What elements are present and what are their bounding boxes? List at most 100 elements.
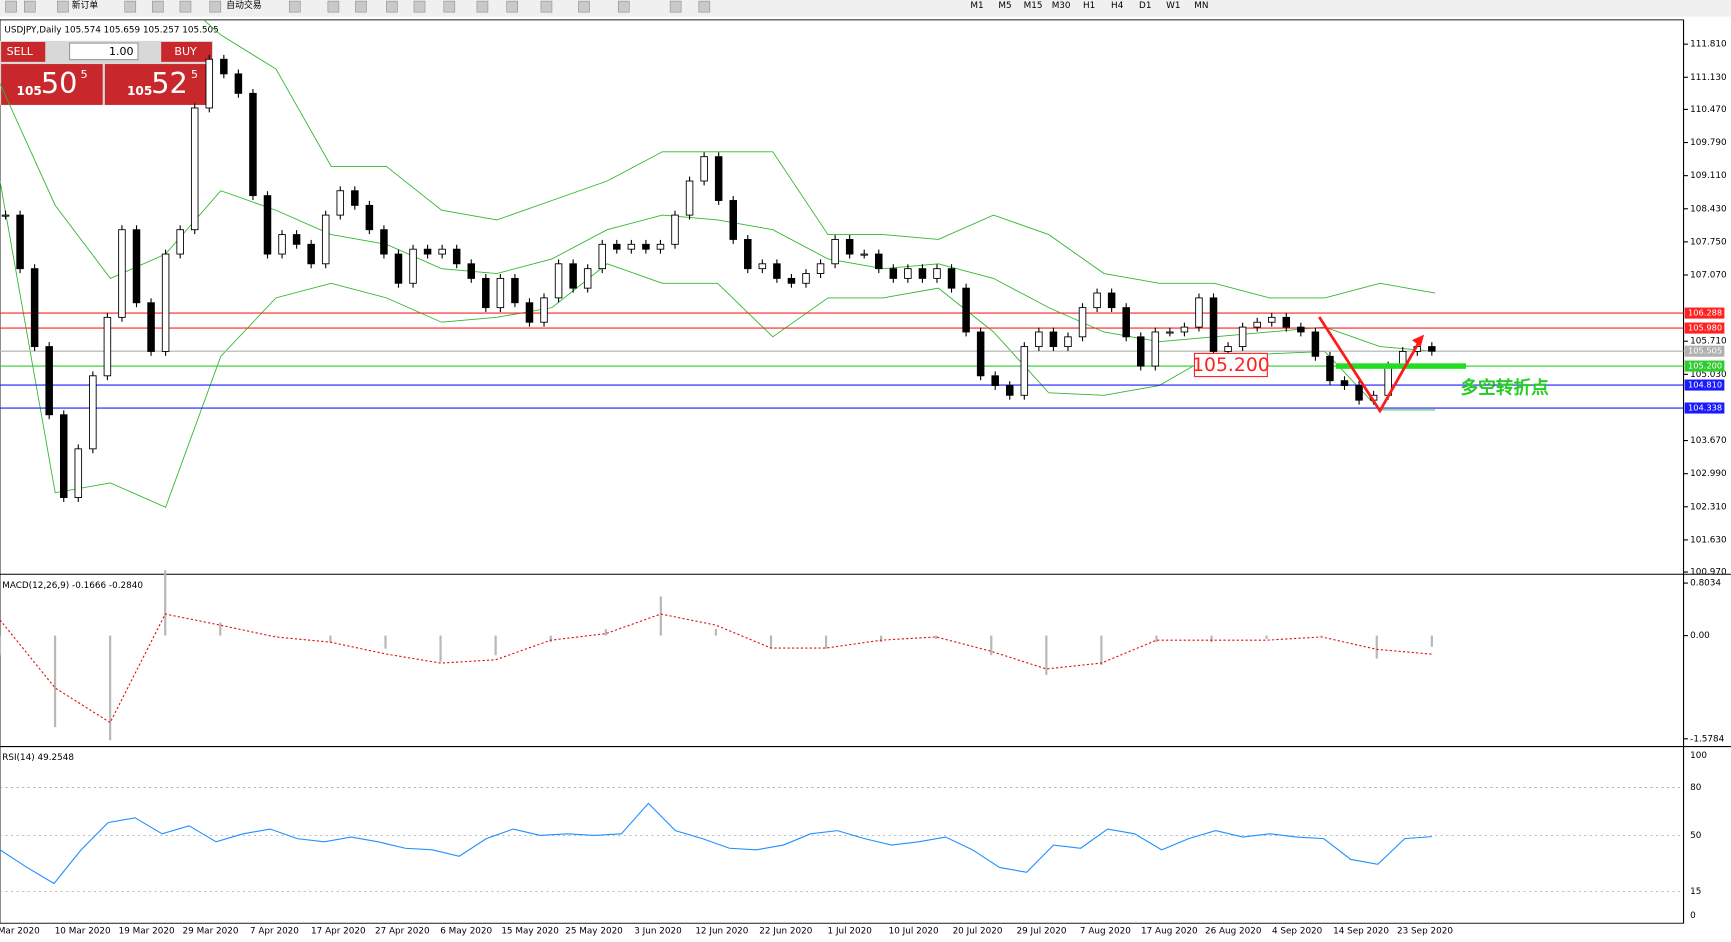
toolbar-icon [179,0,192,13]
timeframe-button[interactable]: W1 [1166,1,1180,11]
timeframe-button[interactable]: H4 [1111,1,1124,11]
timeframe-button[interactable]: M15 [1024,1,1043,11]
candle-body [132,229,141,304]
toolbar-icon [698,0,711,13]
date-label: 29 Jul 2020 [1016,926,1066,936]
candle-body [1107,292,1116,309]
toolbar-icon [578,0,590,13]
price-small: 5 [191,68,198,81]
timeframe-button[interactable]: M30 [1052,1,1071,11]
candle-body [511,277,519,304]
date-label: 12 Jun 2020 [695,926,748,936]
macd-bar [1375,635,1378,659]
toolbar-icon [476,0,489,13]
date-label: 25 May 2020 [565,926,623,936]
macd-bar [714,629,718,636]
candle-body [1253,321,1261,328]
price-tick-label: 109.790 [1690,138,1727,148]
candle-body [438,248,446,255]
candle-body [234,73,243,94]
turning-arrow [1318,316,1422,414]
candle-body [423,248,432,255]
price-small: 5 [81,68,88,81]
timeframe-button[interactable]: D1 [1139,1,1151,11]
candle-body [147,302,155,352]
candle-body [714,156,723,201]
timeframe-button[interactable]: MN [1194,1,1208,11]
candle-body [554,263,563,299]
date-label: 3 Jun 2020 [634,926,682,936]
candle-body [816,263,825,274]
buy-price-box[interactable] [104,64,212,105]
date-label: 6 May 2020 [440,926,492,936]
candle-body [16,214,24,270]
candle-body [831,239,839,265]
macd-bar [769,635,773,649]
macd-bar [659,596,662,636]
candle-body [1428,346,1436,352]
rsi-tick-label: 50 [1690,831,1702,841]
auto-trading[interactable]: 自动交易 [226,0,261,11]
buy-button[interactable] [161,41,212,62]
timeframe-button[interactable]: M5 [998,1,1011,11]
toolbar [0,0,1731,17]
price-tick-label: 103.670 [1690,436,1727,446]
candle-body [773,263,781,279]
candle-body [1,214,10,217]
level-tag [1684,379,1725,391]
price-tick-label: 102.310 [1690,502,1727,512]
sell-button[interactable] [1,41,46,62]
new-order[interactable]: 新订单 [72,0,99,11]
price-tick-label: 107.750 [1690,237,1727,247]
symbol-header: USDJPY,Daily 105.574 105.659 105.257 105… [4,25,218,35]
toolbar-icon [540,0,553,13]
candle-body [103,316,112,377]
timeframe-button[interactable]: H1 [1083,1,1095,11]
candle-body [409,248,417,284]
candle-body [161,253,170,352]
candle-body [889,268,898,279]
candle-body [263,195,272,255]
macd-tick-label: 0.8034 [1690,579,1721,589]
toolbar-icon [617,0,630,13]
date-label: 29 Mar 2020 [183,926,239,936]
candle-body [933,268,941,279]
candle-body [671,214,679,245]
date-label: 7 Aug 2020 [1080,926,1131,936]
lot-input[interactable] [68,42,139,61]
overlay: 105.200 多空转折点 [1192,316,1549,414]
price-tick-label: 111.130 [1690,73,1727,83]
candle-body [1209,297,1218,352]
candle-body [1326,355,1334,382]
candle-body [336,190,345,216]
level-tag [1684,345,1725,357]
candle-body [1035,331,1043,348]
price-tick-label: 107.070 [1690,270,1727,280]
macd-bar [329,635,332,643]
macd-tick-label: -1.5784 [1690,734,1724,744]
price-main: 50 [41,66,78,100]
macd-bar [1265,635,1268,639]
timeframe-button[interactable]: M1 [970,1,983,11]
level-tag [1684,322,1725,334]
sell-label: SELL [7,45,34,58]
level-label: 105.980 [1688,323,1722,333]
macd-bar [549,635,552,643]
price-tick-label: 108.430 [1690,204,1727,214]
candle-body [1297,326,1305,333]
candle-body [278,234,286,255]
price-main: 52 [151,66,188,100]
macd-bar [53,635,57,728]
candle-body [758,263,767,270]
candle-body [875,253,883,270]
candle-body [452,248,461,265]
toolbar-icon [443,0,456,13]
candle-body [540,297,548,323]
toolbar-icon [57,0,69,13]
rsi-line [0,802,1432,885]
sell-price-box[interactable] [1,64,103,105]
rsi-tick-label: 15 [1690,887,1701,897]
candle-body [59,414,68,498]
macd-bar [439,635,442,662]
date-label: 1 Jul 2020 [828,926,873,936]
